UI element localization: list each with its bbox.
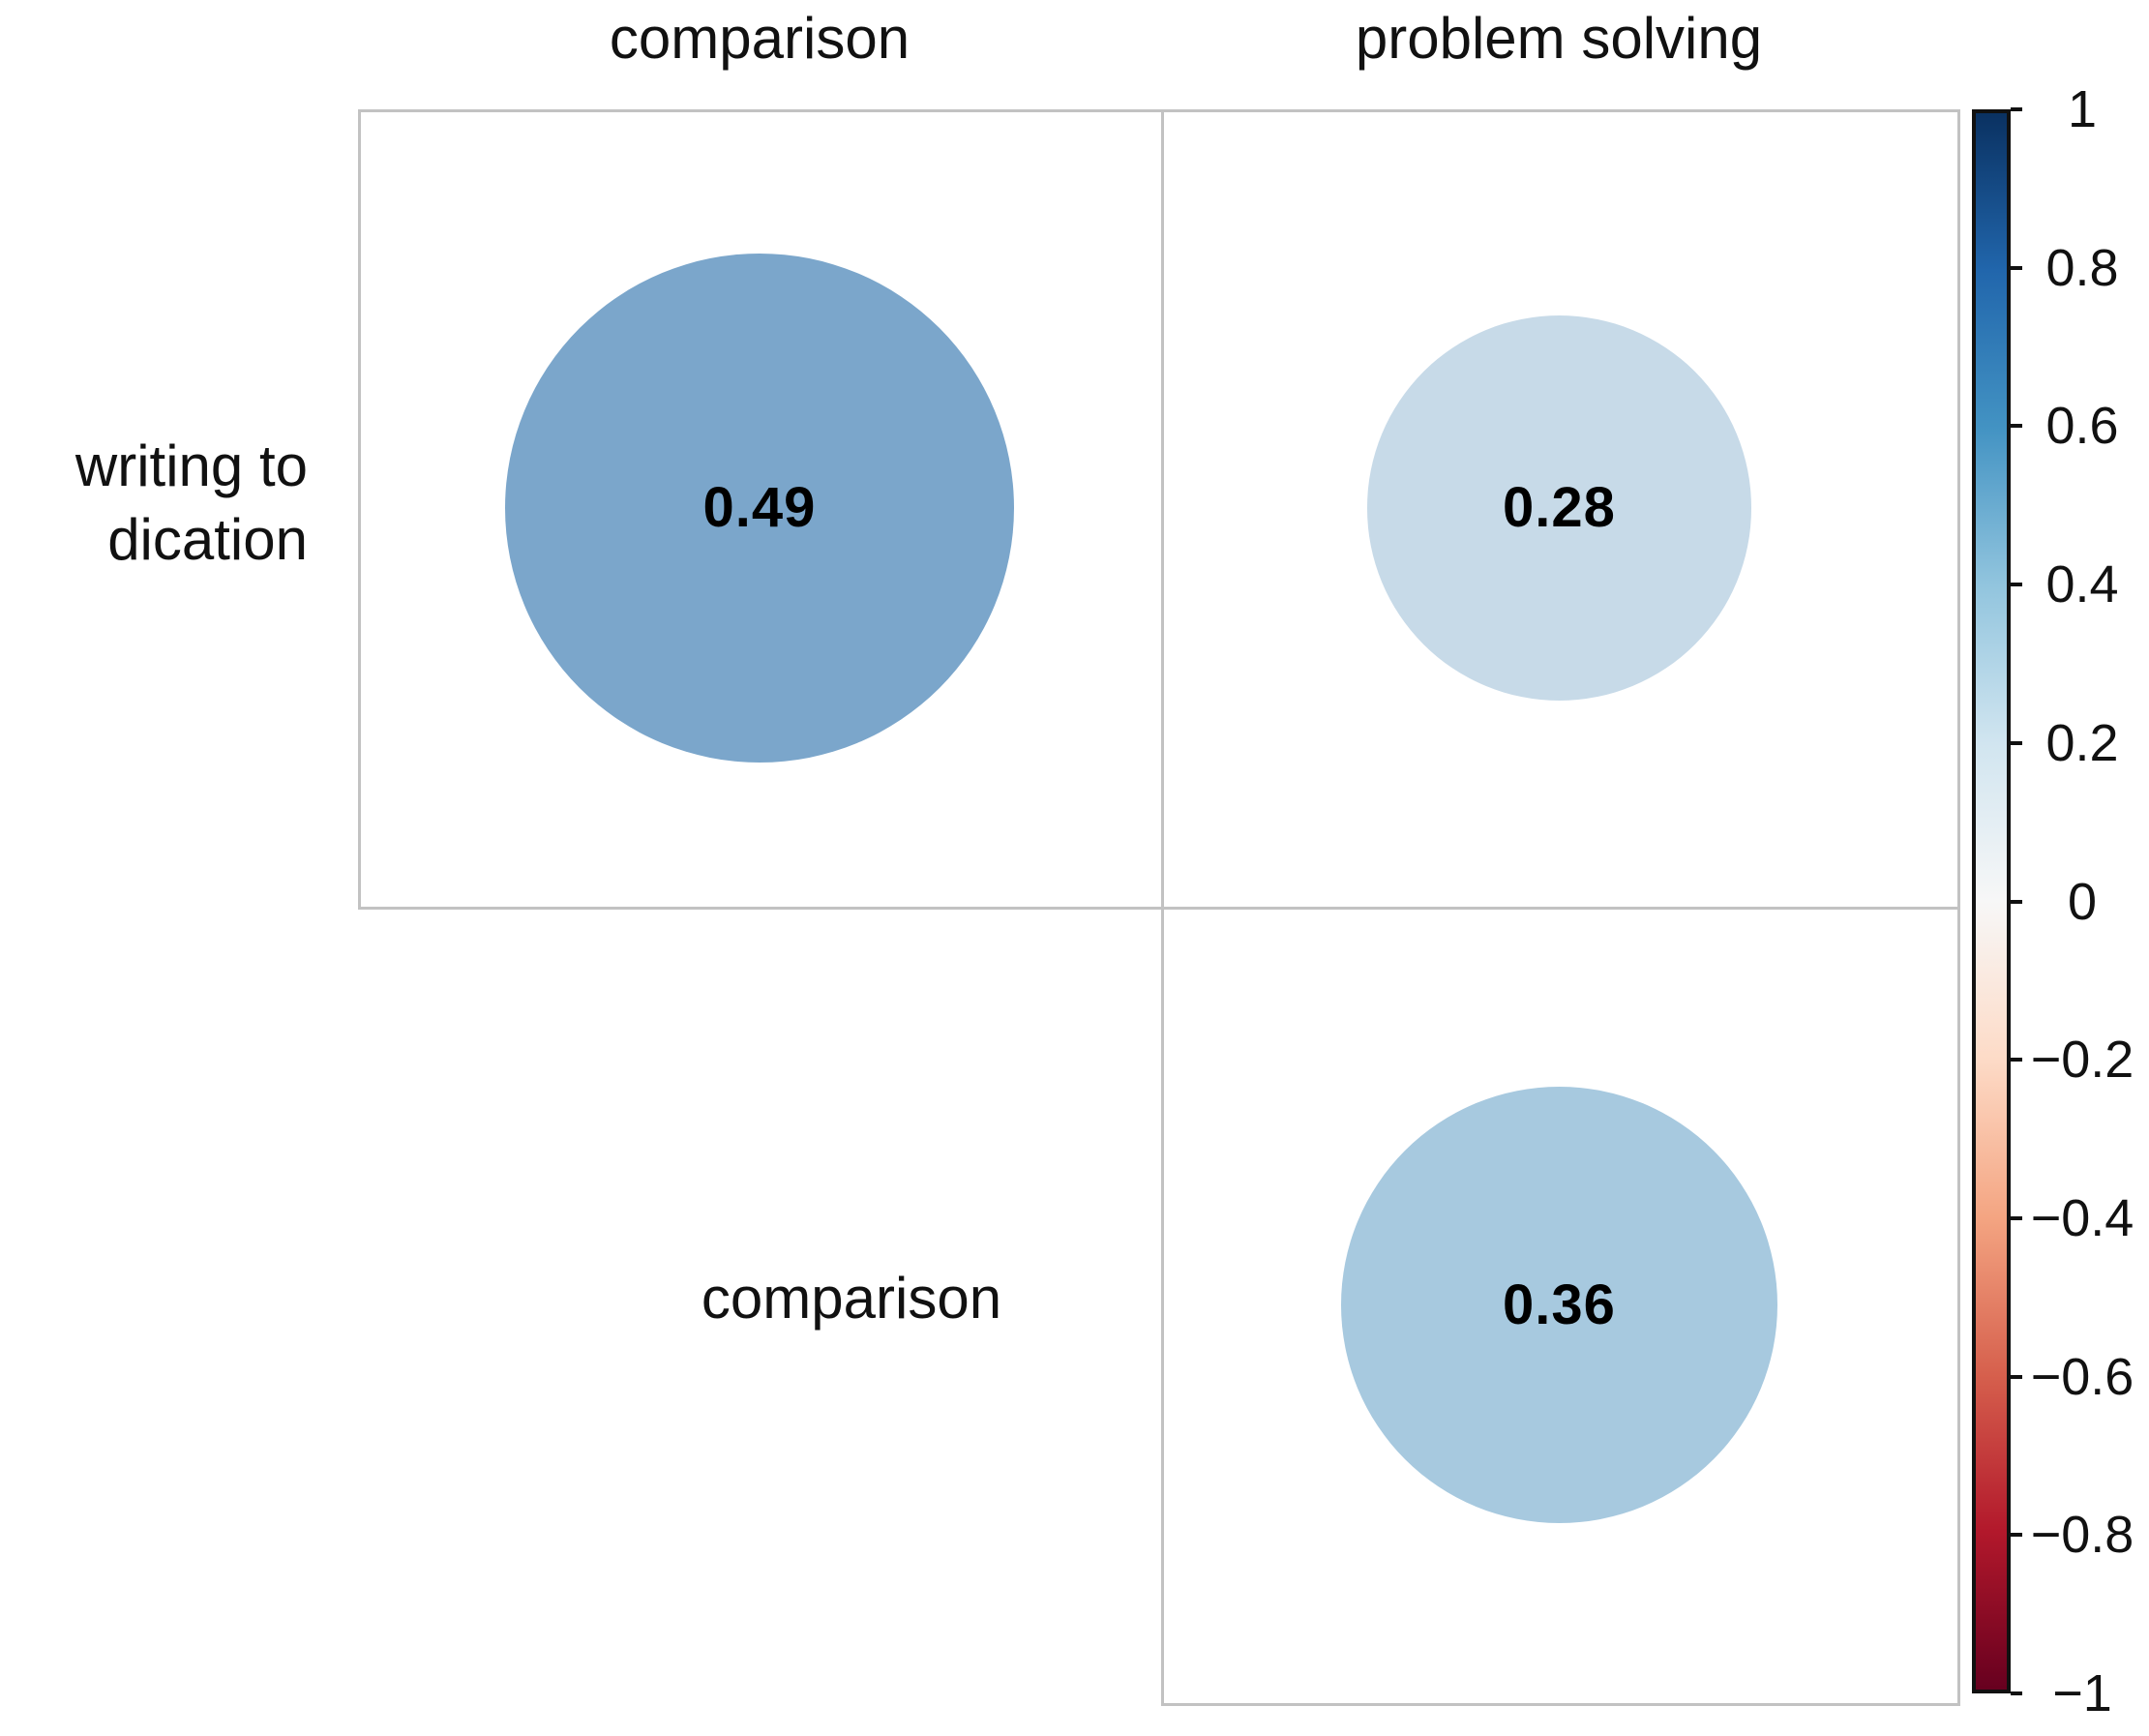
colorbar-tick-mark xyxy=(2011,1058,2022,1063)
grid-line-right xyxy=(1957,109,1960,1706)
colorbar-tick-mark xyxy=(2011,740,2022,745)
colorbar-tick-label: −0.6 xyxy=(2030,1347,2134,1406)
row-label-comparison: comparison xyxy=(701,1266,1002,1331)
grid-line-left xyxy=(358,109,361,910)
colorbar-tick-mark xyxy=(2011,1533,2022,1538)
colorbar-tick-mark xyxy=(2011,1691,2022,1695)
grid-line-bottom xyxy=(1161,1703,1960,1706)
correlation-circle: 0.36 xyxy=(1341,1087,1777,1523)
colorbar-tick-mark xyxy=(2011,424,2022,429)
colorbar-tick-label: 0.8 xyxy=(2045,238,2119,297)
correlation-value: 0.49 xyxy=(702,476,817,540)
colorbar-tick-label: 0.4 xyxy=(2045,555,2119,614)
colorbar-tick-mark xyxy=(2011,899,2022,904)
colorbar-tick-label: 0 xyxy=(2067,872,2098,931)
colorbar-tick-label: 0.6 xyxy=(2045,397,2119,456)
grid-line-col-divider xyxy=(1161,109,1164,1706)
colorbar-tick-mark xyxy=(2011,1374,2022,1379)
col-header-problem-solving: problem solving xyxy=(1355,6,1763,71)
correlation-circle: 0.49 xyxy=(504,253,1014,763)
col-header-comparison: comparison xyxy=(609,6,910,71)
colorbar-tick-mark xyxy=(2011,107,2022,111)
correlation-value: 0.28 xyxy=(1503,476,1616,540)
grid-line-row-divider xyxy=(358,907,1957,910)
row-label-writing-to-dication: writing to dication xyxy=(0,430,308,577)
colorbar-gradient xyxy=(1972,109,2011,1693)
colorbar-tick-label: −1 xyxy=(2052,1664,2112,1722)
correlation-circle: 0.28 xyxy=(1366,315,1752,701)
row-label-line-1: writing to xyxy=(75,434,308,498)
colorbar-tick-mark xyxy=(2011,583,2022,587)
grid-line-top xyxy=(358,109,1957,112)
colorbar-tick-label: 1 xyxy=(2067,80,2098,138)
correlation-value: 0.36 xyxy=(1503,1272,1616,1336)
colorbar-tick-label: −0.8 xyxy=(2030,1506,2134,1565)
colorbar-tick-mark xyxy=(2011,1215,2022,1220)
colorbar-tick-label: 0.2 xyxy=(2045,713,2119,772)
colorbar-tick-label: −0.2 xyxy=(2030,1031,2134,1090)
row-label-line-2: dication xyxy=(107,507,308,572)
colorbar-tick-mark xyxy=(2011,265,2022,270)
colorbar-tick-label: −0.4 xyxy=(2030,1188,2134,1247)
